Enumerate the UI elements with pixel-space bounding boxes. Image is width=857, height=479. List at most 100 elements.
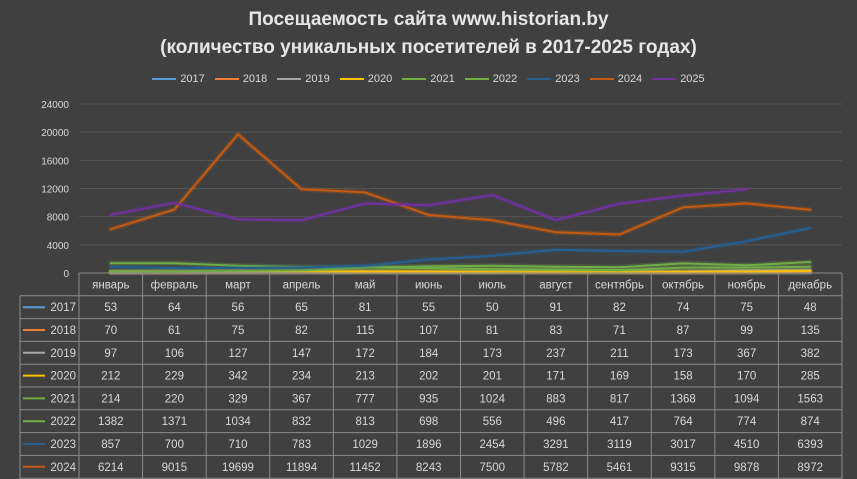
x-tick-label: май [355,280,376,292]
series-line-glow [108,131,813,237]
series-line [109,261,812,273]
data-label: 81 [486,325,499,337]
x-tick-label: сентябрь [595,280,644,292]
data-label: 857 [101,439,120,451]
data-label: 11894 [286,462,318,474]
data-label: 1382 [98,416,124,428]
data-label: 6393 [797,439,823,451]
data-label: 817 [610,393,629,405]
table-series-label: 2018 [50,325,76,337]
data-label: 1034 [225,416,251,428]
data-label: 229 [165,371,184,383]
data-label: 213 [356,371,375,383]
data-label: 4510 [734,439,760,451]
series-line [109,227,812,270]
data-label: 234 [292,371,312,383]
legend-label: 2024 [617,73,643,85]
data-label: 764 [673,416,693,428]
data-label: 8972 [797,462,823,474]
data-label: 172 [356,348,375,360]
data-label: 202 [419,371,438,383]
legend-swatch [402,78,427,80]
legend-swatch [277,78,302,80]
table-series-label: 2023 [50,439,76,451]
data-label: 184 [419,348,439,360]
legend-swatch [464,78,489,80]
x-tick-label: ноябрь [728,280,766,292]
data-label: 6214 [98,462,124,474]
table-series-label: 2020 [50,371,76,383]
legend-item: 2025 [652,73,705,85]
legend-label: 2018 [242,73,268,85]
data-label: 19699 [222,462,254,474]
legend-label: 2021 [430,73,455,85]
data-label: 1024 [479,393,505,405]
series-line [109,262,812,272]
data-label: 115 [356,325,374,337]
data-label: 3017 [670,439,696,451]
data-label: 2454 [479,439,505,451]
legend-swatch [339,78,364,80]
data-label: 367 [292,393,311,405]
table-series-label: 2024 [50,462,76,474]
data-label: 382 [801,348,820,360]
y-tick-label: 8000 [47,213,70,224]
legend-label: 2025 [680,73,705,85]
data-label: 11452 [350,462,381,474]
y-tick-label: 4000 [47,241,70,252]
data-label: 135 [801,325,820,337]
data-label: 61 [168,325,181,337]
data-label: 106 [165,348,184,360]
data-label: 1563 [797,393,823,405]
data-label: 70 [104,325,117,337]
data-label: 237 [546,348,565,360]
legend-item: 2017 [152,73,205,85]
data-label: 7500 [479,462,505,474]
data-label: 83 [549,325,562,337]
legend-item: 2023 [527,73,580,85]
data-label: 171 [546,371,565,383]
data-label: 285 [801,371,820,383]
legend-swatch [589,78,614,80]
data-label: 813 [356,416,375,428]
legend-item: 2018 [214,73,268,85]
table-series-label: 2021 [50,393,76,405]
series-line [109,133,812,236]
data-label: 556 [483,416,502,428]
data-label: 1094 [734,393,760,405]
data-label: 82 [295,325,308,337]
data-label: 158 [673,371,692,383]
data-label: 169 [610,371,629,383]
data-label: 75 [232,325,245,337]
data-label: 65 [295,302,308,314]
data-label: 74 [677,302,690,314]
data-label: 9878 [734,462,760,474]
data-label: 710 [228,439,247,451]
chart-subtitle: (количество уникальных посетителей в 201… [160,37,697,58]
y-tick-label: 12000 [41,185,69,196]
legend-label: 2022 [492,73,518,85]
data-label: 883 [546,393,565,405]
data-label: 173 [483,348,502,360]
x-tick-label: январь [92,280,129,292]
data-label: 5782 [543,462,569,474]
data-label: 212 [101,371,120,383]
data-label: 700 [165,439,184,451]
y-tick-label: 16000 [41,156,69,167]
x-tick-label: октябрь [662,280,704,292]
legend-swatch [652,78,677,80]
table-series-label: 2017 [50,302,76,314]
data-label: 874 [801,416,821,428]
data-label: 71 [613,325,626,337]
data-label: 211 [610,348,628,360]
x-tick-label: февраль [151,280,198,292]
data-label: 1029 [352,439,378,451]
data-label: 127 [228,348,247,360]
data-label: 91 [549,302,562,314]
data-label: 64 [168,302,181,314]
legend: 2017 2018 2019 2020 2021 2022 2023 2024 2025 [0,73,857,85]
data-label: 50 [486,302,499,314]
legend-swatch [152,78,177,80]
data-label: 82 [613,302,626,314]
